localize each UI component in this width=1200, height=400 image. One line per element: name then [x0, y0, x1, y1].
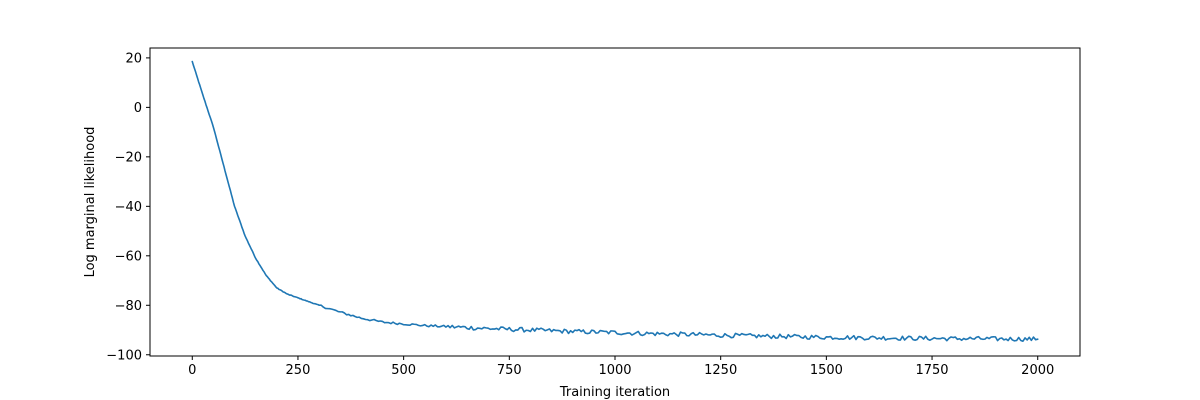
series-line: [191, 60, 1039, 343]
x-tick-label: 250: [286, 363, 311, 378]
y-axis-label: Log marginal likelihood: [83, 127, 98, 278]
x-tick-label: 500: [391, 363, 416, 378]
y-tick-label: 0: [134, 101, 142, 116]
x-tick-label: 1500: [810, 363, 843, 378]
x-axis-label: Training iteration: [559, 385, 670, 400]
y-tick-label: −40: [115, 200, 142, 215]
x-tick-label: 2000: [1021, 363, 1054, 378]
x-tick-label: 1250: [704, 363, 737, 378]
y-tick-label: −80: [115, 299, 142, 314]
x-tick-label: 0: [188, 363, 196, 378]
y-tick-label: −100: [106, 348, 142, 363]
x-tick-label: 1000: [598, 363, 631, 378]
x-axis: 0 250 500 750 1000 1250 1500 1750 2000: [188, 356, 1054, 378]
y-tick-label: −20: [115, 150, 142, 165]
x-tick-label: 750: [497, 363, 522, 378]
y-tick-label: −60: [115, 249, 142, 264]
x-tick-label: 1750: [915, 363, 948, 378]
y-tick-label: 20: [125, 51, 142, 66]
y-axis: −100 −80 −60 −40 −20 0 20: [106, 51, 150, 363]
series-layer: [191, 60, 1039, 343]
